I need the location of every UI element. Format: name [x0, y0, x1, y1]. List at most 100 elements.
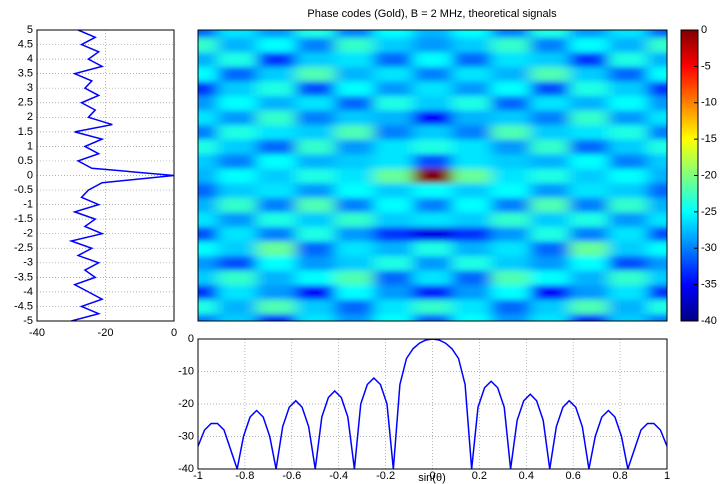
- heat-cell: [608, 30, 648, 38]
- y-tick-label: -1.5: [14, 213, 33, 225]
- heat-cell: [295, 270, 336, 286]
- heat-cell: [530, 80, 570, 96]
- heat-cell: [295, 211, 336, 227]
- x-tick-label: 0.2: [472, 470, 487, 482]
- heat-cell: [373, 284, 414, 300]
- heat-cell: [334, 66, 375, 82]
- heat-cell: [491, 182, 531, 198]
- heat-cell: [217, 124, 258, 140]
- heat-cell: [412, 211, 453, 227]
- heat-cell: [647, 51, 667, 67]
- y-tick-label: 4: [27, 53, 33, 65]
- heat-cell: [373, 66, 414, 82]
- colorbar: 0 -5 -10 -15 -20 -25 -30 -35 -40: [681, 24, 717, 327]
- heat-cell: [256, 299, 297, 315]
- x-tick-label: 0.4: [519, 470, 534, 482]
- heat-cell: [334, 299, 375, 315]
- angle-profile: -1 -0.8 -0.6 -0.4 -0.2 0 0.2 0.4 0.6 0.8 1 0 -10 -20 -…: [178, 333, 670, 482]
- heat-cell: [373, 124, 414, 140]
- heat-cell: [412, 95, 453, 111]
- axes-frame: [680, 29, 699, 322]
- heat-cell: [608, 139, 648, 155]
- heat-cell: [608, 168, 648, 184]
- heat-cell: [373, 182, 414, 198]
- heat-cell: [334, 182, 375, 198]
- heat-cell: [256, 226, 297, 242]
- heat-cell: [198, 153, 219, 169]
- heat-cell: [530, 211, 570, 227]
- heat-cell: [647, 255, 667, 271]
- heat-cell: [452, 197, 492, 213]
- heat-cell: [198, 168, 219, 184]
- heat-cell: [569, 197, 609, 213]
- heat-cell: [530, 124, 570, 140]
- heat-cell: [569, 110, 609, 126]
- heat-cell: [569, 284, 609, 300]
- heat-cell: [452, 51, 492, 67]
- heat-cell: [256, 284, 297, 300]
- heat-cell: [530, 182, 570, 198]
- heat-cell: [647, 80, 667, 96]
- x-tick-label: -1: [193, 470, 203, 482]
- heat-cell: [452, 124, 492, 140]
- heat-cell: [491, 110, 531, 126]
- heat-cell: [530, 226, 570, 242]
- heat-cell: [217, 284, 258, 300]
- heat-cell: [198, 299, 219, 315]
- heat-cell: [217, 211, 258, 227]
- colorbar-tick-label: 0: [701, 24, 707, 36]
- heat-cell: [256, 182, 297, 198]
- heat-cell: [608, 95, 648, 111]
- heat-cell: [491, 37, 531, 53]
- heat-cell: [452, 211, 492, 227]
- axes-frame: [36, 29, 175, 322]
- heat-cell: [491, 168, 531, 184]
- heat-cell: [491, 270, 531, 286]
- y-tick-label: -40: [178, 463, 194, 475]
- colorbar-gradient: [681, 30, 698, 321]
- heat-cell: [530, 240, 570, 257]
- axes-frame: [197, 29, 668, 322]
- heat-cell: [256, 240, 297, 257]
- heat-cell: [530, 51, 570, 67]
- heat-cell: [217, 313, 258, 321]
- heat-cell: [530, 270, 570, 286]
- heat-cell: [373, 270, 414, 286]
- colorbar-tick-label: -5: [701, 60, 711, 72]
- heat-cell: [569, 37, 609, 53]
- heat-cell: [217, 197, 258, 213]
- heat-cell: [334, 139, 375, 155]
- y-tick-label: -2.5: [14, 242, 33, 254]
- heat-cell: [256, 37, 297, 53]
- heat-cell: [295, 80, 336, 96]
- heat-cell: [412, 139, 453, 155]
- y-tick-label: 4.5: [18, 38, 33, 50]
- heat-cell: [569, 30, 609, 38]
- x-tick-label: -20: [98, 327, 114, 339]
- heat-cell: [295, 30, 336, 38]
- heat-cell: [295, 95, 336, 111]
- heat-cell: [452, 270, 492, 286]
- heat-cell: [647, 313, 667, 321]
- heat-cell: [198, 30, 219, 38]
- heat-cell: [491, 51, 531, 67]
- heat-cell: [608, 110, 648, 126]
- heat-cell: [334, 284, 375, 300]
- heat-cell: [569, 139, 609, 155]
- y-tick-label: 3.5: [18, 68, 33, 80]
- heat-cell: [295, 37, 336, 53]
- heat-cell: [569, 255, 609, 271]
- heat-cell: [647, 299, 667, 315]
- heat-cell: [373, 226, 414, 242]
- heat-cell: [647, 284, 667, 300]
- heat-cell: [412, 80, 453, 96]
- heat-cell: [198, 66, 219, 82]
- heat-cell: [373, 197, 414, 213]
- heat-cell: [452, 240, 492, 257]
- heat-cell: [647, 139, 667, 155]
- y-tick-label: 0.5: [18, 155, 33, 167]
- heat-cell: [198, 211, 219, 227]
- heat-cell: [334, 95, 375, 111]
- heat-cell: [412, 30, 453, 38]
- heat-cell: [334, 197, 375, 213]
